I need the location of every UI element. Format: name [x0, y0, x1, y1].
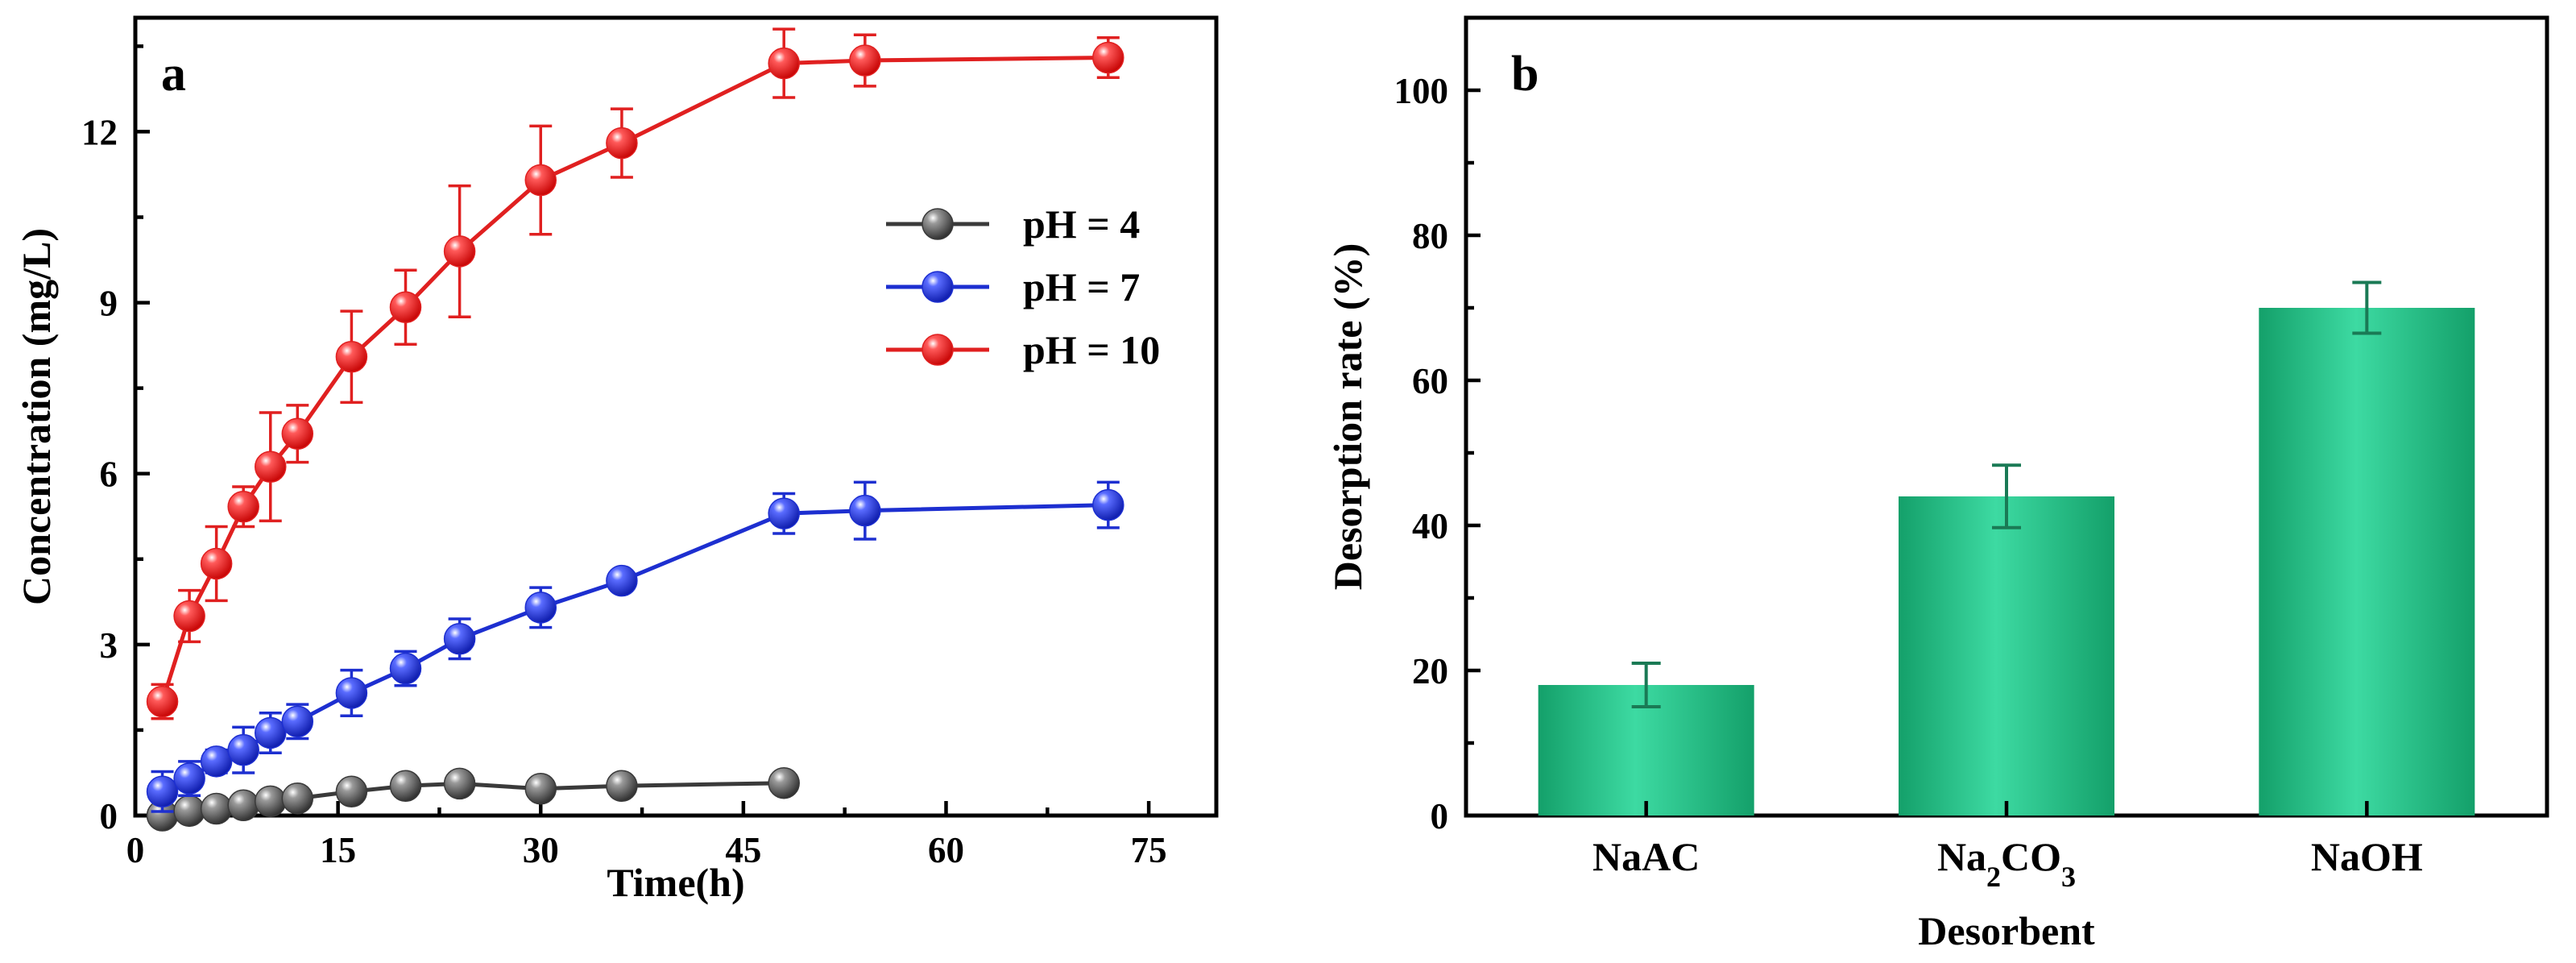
data-point — [173, 762, 205, 795]
data-point — [849, 494, 881, 527]
y-tick-label: 9 — [100, 284, 118, 324]
data-point — [227, 789, 259, 822]
category-text: NaOH — [2311, 834, 2423, 879]
data-point — [281, 782, 314, 815]
bar — [2259, 308, 2475, 816]
y-tick-label: 20 — [1412, 651, 1448, 691]
data-point — [335, 677, 368, 709]
panel-a-letter: a — [161, 47, 186, 102]
legend-marker — [921, 271, 954, 303]
panel-b-bars: NaAC Na2CO3 NaOH — [1538, 280, 2475, 893]
data-point — [524, 164, 557, 197]
y-tick-label: 0 — [100, 796, 118, 836]
legend-marker — [921, 208, 954, 240]
data-point — [389, 770, 422, 802]
subscript: 3 — [2061, 861, 2076, 893]
x-tick-label: 30 — [523, 830, 559, 870]
data-point — [524, 773, 557, 805]
data-point — [443, 767, 476, 800]
data-point — [849, 44, 881, 77]
category-text: NaAC — [1592, 834, 1700, 879]
y-tick-label: 0 — [1431, 796, 1449, 836]
category-label: Na2CO3 — [1937, 834, 2076, 893]
y-tick-label: 3 — [100, 625, 118, 666]
series-ph7 — [146, 480, 1124, 813]
panel-a-y-axis-title: Concentration (mg/L) — [14, 228, 59, 605]
y-tick-label: 100 — [1394, 71, 1449, 111]
data-point — [255, 785, 287, 818]
x-tick-label: 45 — [725, 830, 761, 870]
x-tick-label: 60 — [928, 830, 964, 870]
data-point — [768, 497, 800, 529]
data-point — [173, 795, 205, 828]
legend-label: pH = 10 — [1023, 327, 1160, 372]
x-tick-label: 75 — [1131, 830, 1167, 870]
y-tick-label: 80 — [1412, 216, 1448, 256]
y-tick-label: 12 — [81, 112, 118, 152]
data-point — [281, 417, 314, 450]
legend-label: pH = 4 — [1023, 201, 1140, 247]
data-point — [389, 291, 422, 323]
category-label: NaOH — [2311, 834, 2423, 879]
data-point — [146, 775, 179, 808]
category-text: CO — [2001, 834, 2061, 879]
series-ph10 — [146, 27, 1124, 720]
data-point — [389, 652, 422, 685]
data-point — [768, 47, 800, 80]
data-point — [255, 716, 287, 749]
data-point — [255, 450, 287, 483]
category-label: NaAC — [1592, 834, 1700, 879]
panel-a-x-axis-title: Time(h) — [607, 860, 744, 905]
data-point — [200, 745, 233, 778]
series-line — [161, 503, 1108, 794]
x-tick-label: 15 — [320, 830, 356, 870]
y-tick-label: 40 — [1412, 506, 1448, 546]
data-point — [606, 564, 638, 597]
panel-b-y-axis-title: Desorption rate (%) — [1325, 243, 1370, 590]
legend-label: pH = 7 — [1023, 264, 1140, 309]
y-tick-label: 60 — [1412, 361, 1448, 401]
data-point — [606, 770, 638, 802]
y-tick-label: 6 — [100, 455, 118, 495]
data-point — [443, 623, 476, 655]
data-point — [606, 127, 638, 160]
panel-a-frame — [133, 15, 1219, 818]
data-point — [173, 600, 205, 633]
panel-b-axes: 0 20 40 60 80 100 — [1394, 71, 1481, 836]
panel-a-legend: pH = 4 pH = 7 pH = 10 — [886, 201, 1160, 372]
data-point — [227, 733, 259, 766]
data-point — [335, 775, 368, 808]
data-point — [1092, 488, 1124, 521]
data-point — [200, 547, 233, 580]
data-point — [443, 235, 476, 268]
bar — [1899, 496, 2114, 816]
x-tick-label: 0 — [126, 830, 145, 870]
series-ph4 — [146, 766, 800, 832]
data-point — [200, 792, 233, 825]
category-text: Na — [1937, 834, 1986, 879]
subscript: 2 — [1986, 861, 2001, 893]
data-point — [768, 766, 800, 799]
legend-marker — [921, 334, 954, 366]
data-point — [1092, 41, 1124, 74]
data-point — [335, 341, 368, 373]
data-point — [524, 591, 557, 624]
series-line — [160, 56, 1108, 703]
data-point — [227, 490, 259, 523]
panel-a-axes: 0 15 30 45 60 75 0 3 6 9 12 — [81, 44, 1167, 870]
panel-a-series — [146, 27, 1124, 832]
panel-b-letter: b — [1511, 47, 1539, 102]
data-point — [146, 685, 179, 718]
data-point — [281, 705, 314, 738]
panel-b-x-axis-title: Desorbent — [1918, 908, 2095, 953]
